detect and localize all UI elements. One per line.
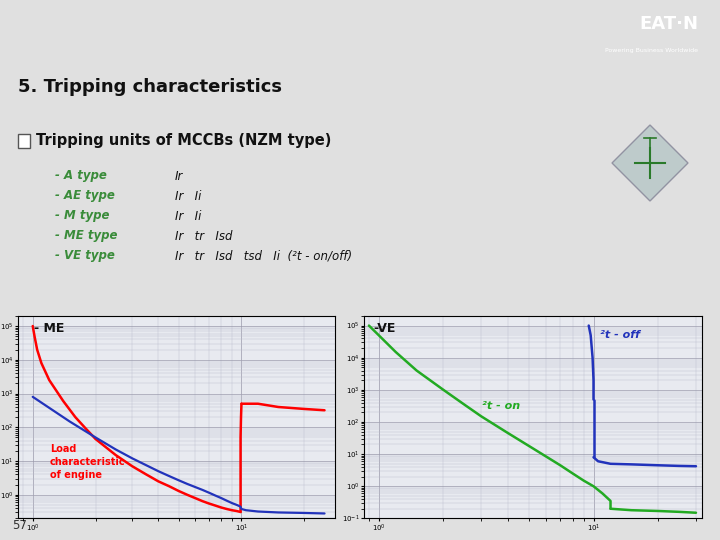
Text: ²t - on: ²t - on bbox=[482, 401, 520, 411]
Text: Ir: Ir bbox=[175, 170, 184, 183]
Text: EAT·N: EAT·N bbox=[639, 15, 698, 32]
Bar bbox=[18, 134, 30, 148]
Text: Ir   Ii: Ir Ii bbox=[175, 210, 202, 222]
Text: -VE: -VE bbox=[374, 322, 396, 335]
Text: Powering Business Worldwide: Powering Business Worldwide bbox=[606, 49, 698, 53]
Text: Tripping units of MCCBs (NZM type): Tripping units of MCCBs (NZM type) bbox=[36, 133, 331, 148]
Text: - ME type: - ME type bbox=[55, 230, 117, 242]
Text: - M type: - M type bbox=[55, 210, 109, 222]
Text: Load
characteristic
of engine: Load characteristic of engine bbox=[50, 443, 125, 480]
Text: Ir   tr   Isd: Ir tr Isd bbox=[175, 230, 233, 242]
Text: 57: 57 bbox=[12, 519, 27, 532]
Polygon shape bbox=[612, 125, 688, 201]
Text: - VE type: - VE type bbox=[55, 249, 115, 262]
Text: ²t - off: ²t - off bbox=[600, 330, 641, 340]
Text: Ir   tr   Isd   tsd   Ii  (²t - on/off): Ir tr Isd tsd Ii (²t - on/off) bbox=[175, 249, 352, 262]
Text: - AE type: - AE type bbox=[55, 190, 115, 202]
Text: Ir   Ii: Ir Ii bbox=[175, 190, 202, 202]
Text: - A type: - A type bbox=[55, 170, 107, 183]
Text: 5. Tripping characteristics: 5. Tripping characteristics bbox=[18, 78, 282, 96]
Text: - ME: - ME bbox=[34, 322, 64, 335]
